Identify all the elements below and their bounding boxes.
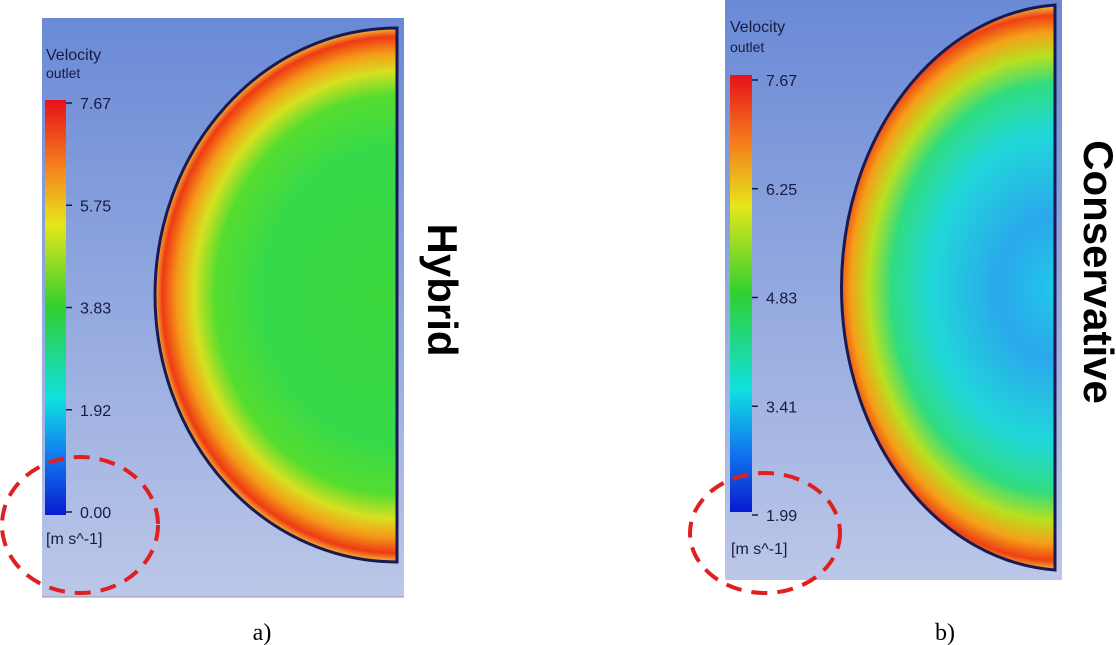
contour — [839, 3, 1057, 572]
panel-title: Hybrid — [419, 223, 466, 356]
tick-label: 7.67 — [766, 73, 797, 90]
colorbar-ticks: 7.67 6.25 4.83 3.41 1.99 — [752, 73, 797, 525]
panel-label: a) — [253, 620, 272, 645]
legend-unit: [m s^-1] — [731, 541, 787, 558]
legend-subtitle: outlet — [46, 65, 80, 81]
legend-unit: [m s^-1] — [46, 531, 102, 548]
tick-label: 0.00 — [80, 505, 111, 522]
panel-title: Conservative — [1075, 140, 1116, 404]
highlight-circle — [688, 471, 842, 595]
legend-title: Velocity — [730, 19, 785, 36]
colorbar-ticks: 7.67 5.75 3.83 1.92 0.00 — [66, 96, 111, 522]
legend-subtitle: outlet — [730, 39, 764, 55]
contour — [153, 26, 399, 564]
tick-label: 3.41 — [766, 399, 797, 416]
tick-label: 1.99 — [766, 508, 797, 525]
tick-label: 1.92 — [80, 403, 111, 420]
panel-label: b) — [935, 620, 955, 645]
tick-label: 5.75 — [80, 198, 111, 215]
colorbar — [730, 75, 752, 512]
tick-label: 3.83 — [80, 301, 111, 318]
tick-label: 7.67 — [80, 96, 111, 113]
highlight-circle — [0, 455, 160, 595]
tick-label: 4.83 — [766, 291, 797, 308]
tick-label: 6.25 — [766, 182, 797, 199]
colorbar — [45, 100, 66, 515]
legend-title: Velocity — [46, 47, 101, 64]
